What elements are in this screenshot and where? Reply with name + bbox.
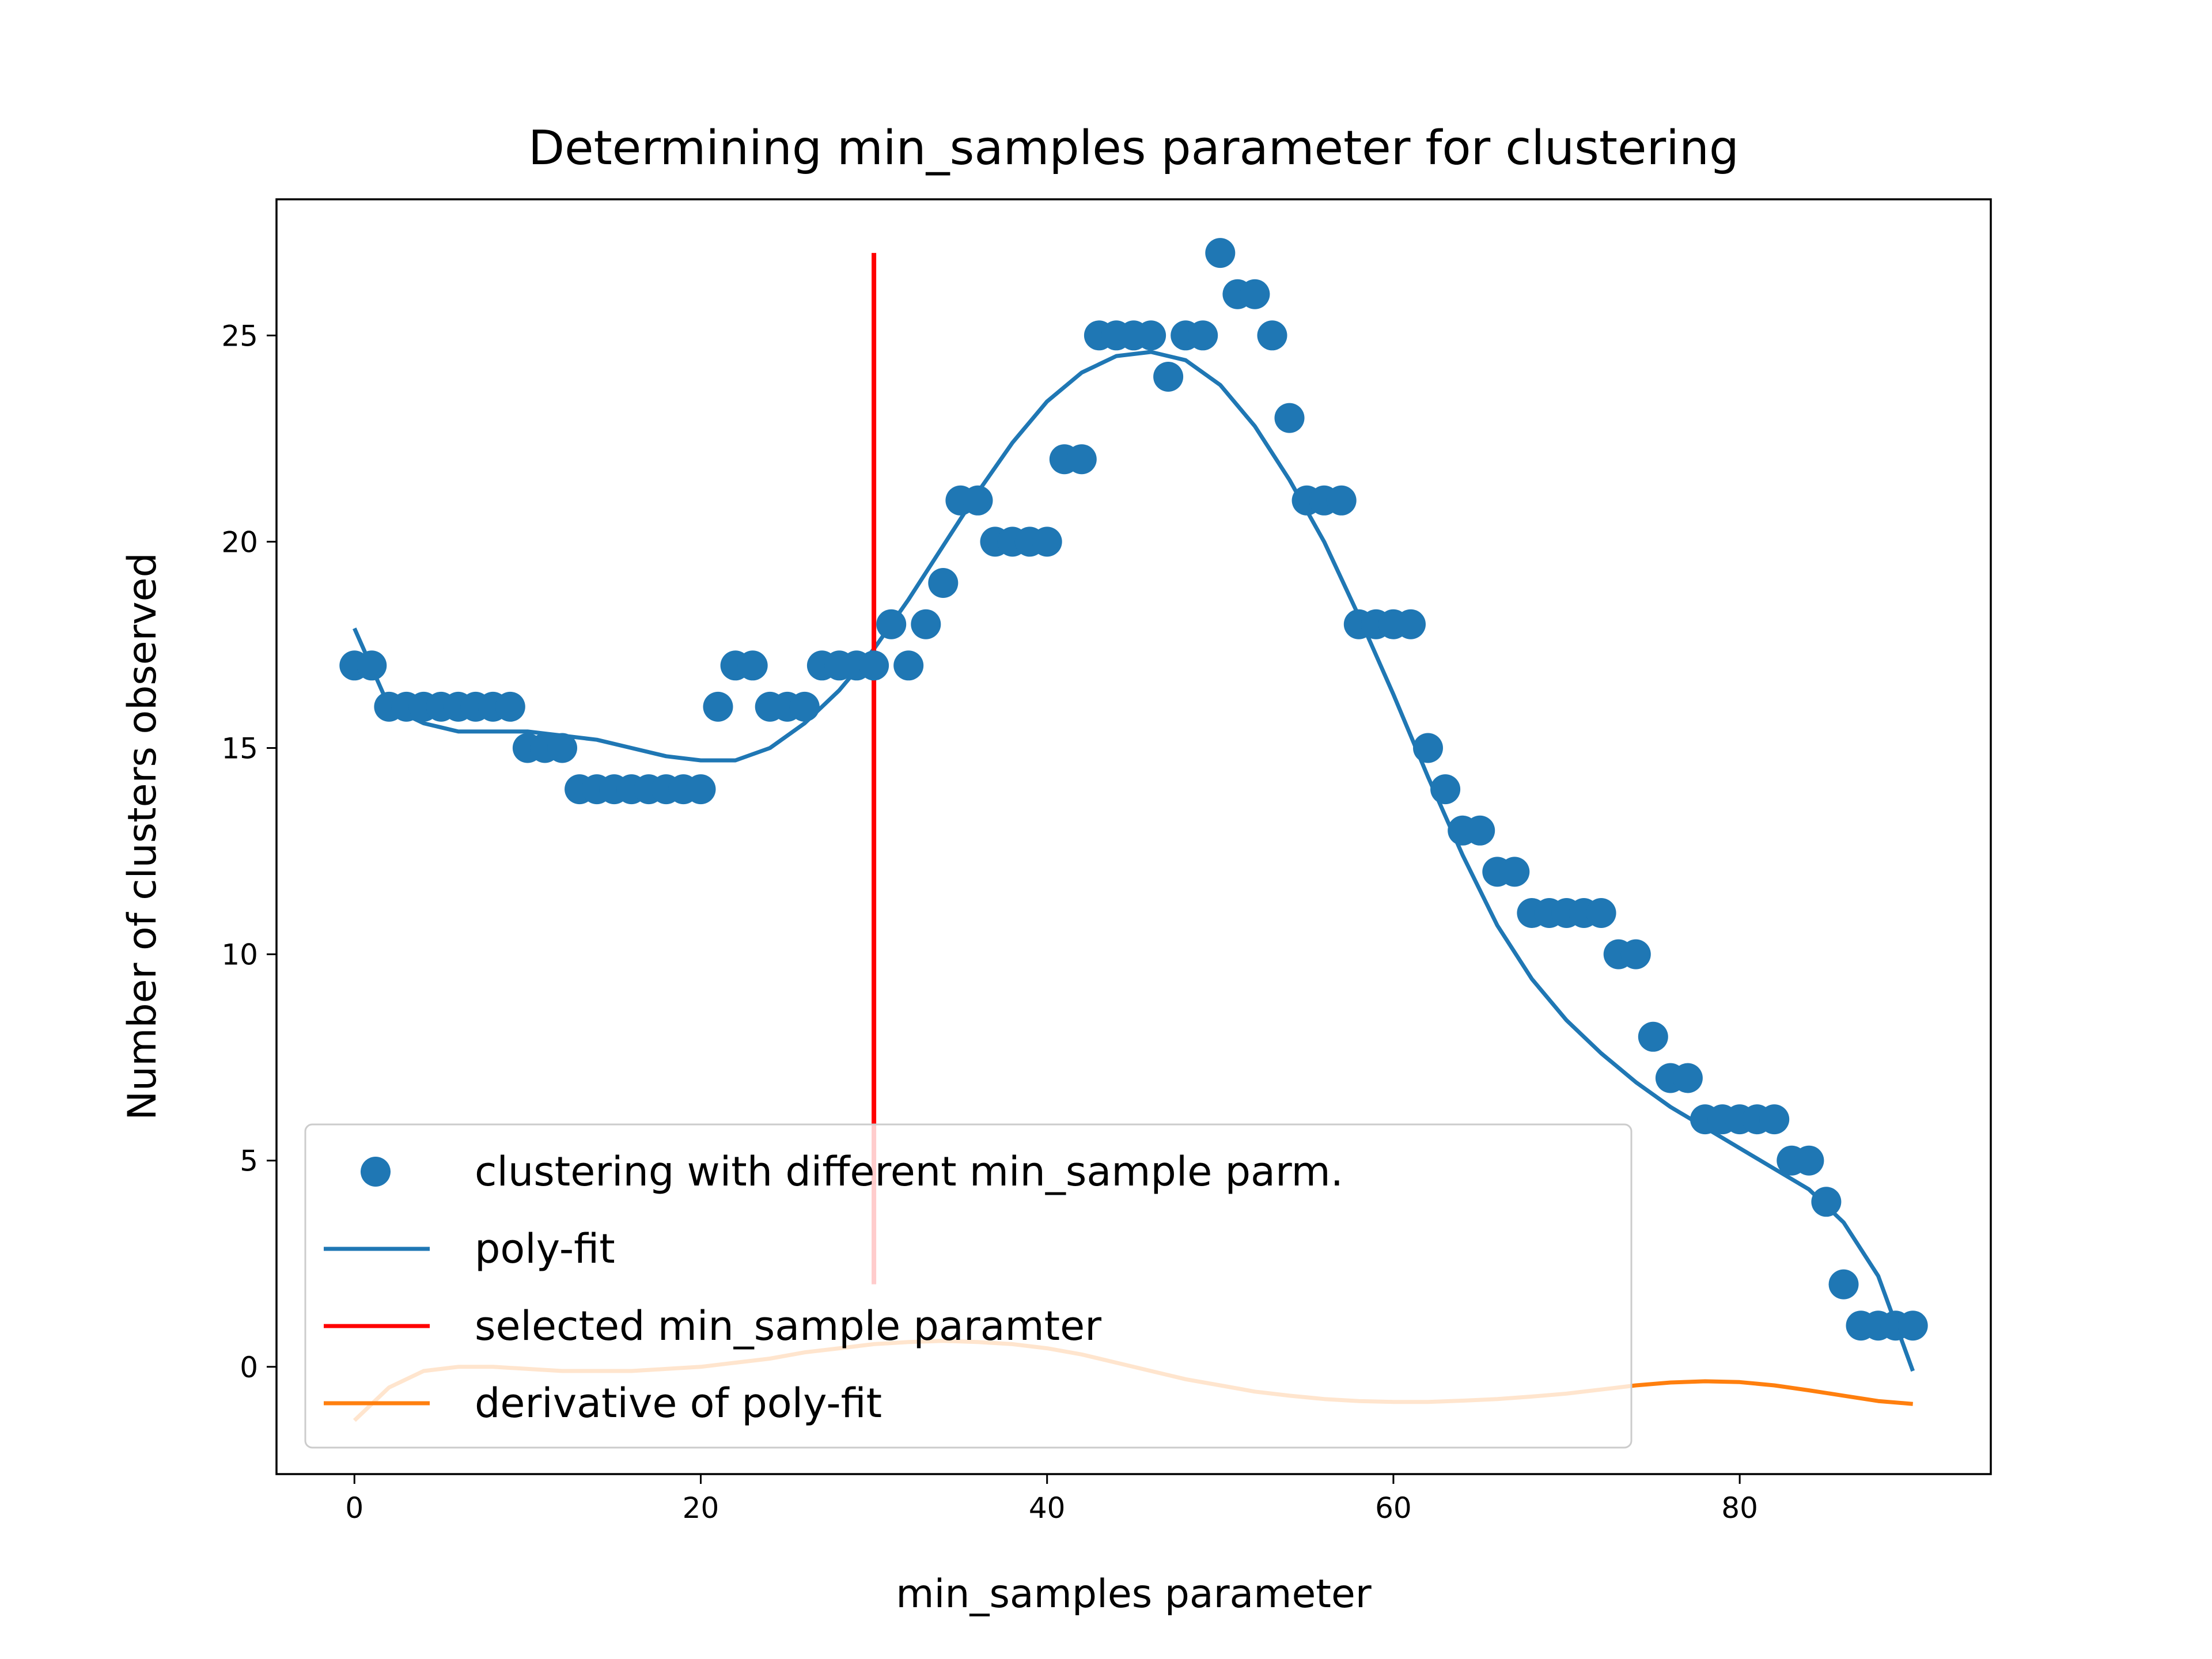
data-point <box>1274 403 1305 433</box>
data-point <box>1066 444 1097 475</box>
data-point <box>1396 609 1426 639</box>
x-tick-label: 80 <box>1721 1491 1758 1525</box>
data-point <box>893 650 924 681</box>
y-tick-label: 15 <box>221 732 258 766</box>
data-point <box>1620 939 1651 969</box>
plot-area <box>339 238 1928 1422</box>
data-point <box>703 691 733 722</box>
data-point <box>1205 238 1236 268</box>
legend-label-scatter: clustering with different min_sample par… <box>475 1148 1343 1195</box>
data-point <box>1188 320 1218 351</box>
data-point <box>1465 815 1495 846</box>
legend: clustering with different min_sample par… <box>304 1123 1633 1449</box>
data-point <box>1413 733 1443 763</box>
data-point <box>1828 1269 1859 1300</box>
data-point <box>357 650 387 681</box>
plot-frame <box>275 198 1992 1475</box>
data-point <box>876 609 907 639</box>
x-tick-label: 60 <box>1375 1491 1412 1525</box>
axis-ticks: 0 20 40 60 80 0 5 10 15 20 25 <box>221 319 1758 1525</box>
data-point <box>737 650 768 681</box>
chart-title: Determining min_samples parameter for cl… <box>528 121 1739 176</box>
data-point <box>911 609 941 639</box>
data-point <box>1672 1063 1703 1093</box>
data-point <box>1586 898 1616 928</box>
data-point <box>1153 362 1184 392</box>
data-point <box>1897 1310 1928 1341</box>
data-point <box>1638 1021 1668 1052</box>
x-axis-label: min_samples parameter <box>896 1571 1372 1617</box>
y-axis-label: Number of clusters observed <box>120 552 165 1120</box>
data-point <box>963 485 993 516</box>
data-point <box>1430 774 1461 805</box>
data-point <box>928 568 959 598</box>
legend-label-polyfit: poly-fit <box>475 1225 615 1272</box>
legend-box <box>304 1123 1633 1449</box>
data-point <box>685 774 716 805</box>
data-point <box>1759 1104 1790 1135</box>
x-tick-label: 20 <box>683 1491 719 1525</box>
y-tick-label: 5 <box>240 1145 258 1178</box>
data-point <box>859 650 889 681</box>
data-point <box>1499 857 1530 887</box>
y-tick-label: 10 <box>221 938 258 972</box>
data-point <box>1136 320 1166 351</box>
data-point <box>1811 1187 1842 1217</box>
x-tick-label: 40 <box>1029 1491 1066 1525</box>
y-tick-label: 0 <box>240 1351 258 1384</box>
data-point <box>1032 527 1062 557</box>
poly-fit-line <box>353 350 1915 1372</box>
data-point <box>1240 279 1270 309</box>
y-tick-label: 20 <box>221 525 258 559</box>
data-point <box>1794 1145 1824 1176</box>
legend-marker-scatter <box>361 1157 391 1187</box>
y-tick-label: 25 <box>221 319 258 353</box>
data-point <box>495 691 525 722</box>
data-point <box>789 691 820 722</box>
legend-label-derivative: derivative of poly-fit <box>475 1380 882 1427</box>
legend-label-selected: selected min_sample paramter <box>475 1302 1101 1350</box>
data-point <box>547 733 577 763</box>
data-point <box>1257 320 1287 351</box>
x-tick-label: 0 <box>345 1491 363 1525</box>
data-point <box>1326 485 1357 516</box>
